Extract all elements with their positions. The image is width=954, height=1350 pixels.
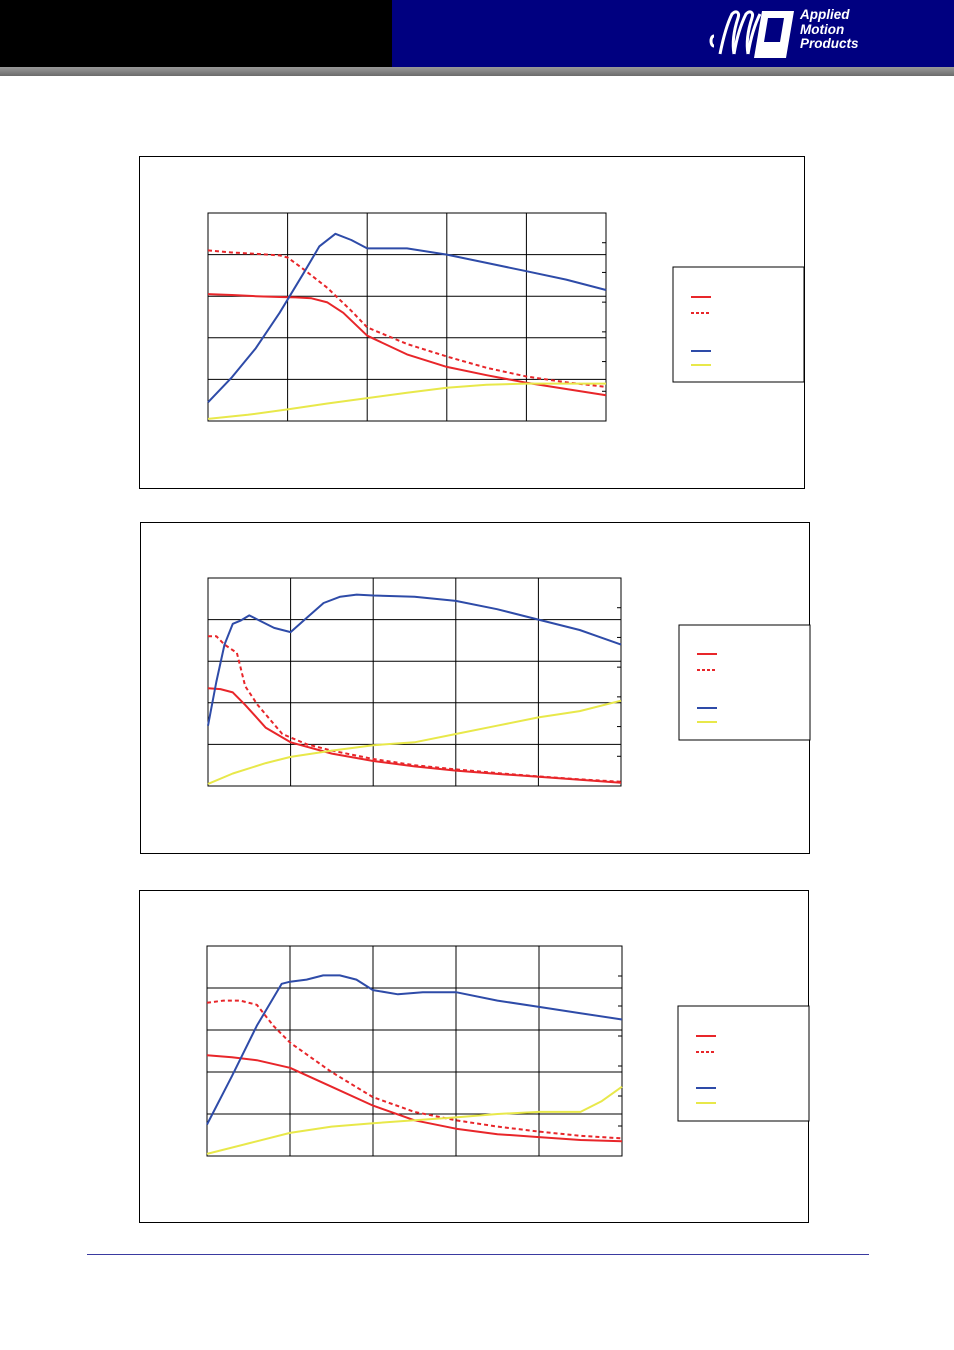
company-logo: Applied Motion Products — [706, 6, 876, 62]
legend-box — [678, 624, 811, 741]
series-line-4 — [207, 382, 606, 420]
plot-area — [207, 212, 607, 422]
series-line-3 — [207, 232, 607, 403]
torque-curve-chart-3 — [139, 890, 810, 1223]
chart-canvas — [207, 577, 811, 787]
series-line-3 — [207, 593, 622, 726]
series-line-2 — [207, 249, 607, 388]
plot-area — [206, 945, 623, 1157]
legend-box — [677, 1005, 810, 1122]
series-line-3 — [206, 974, 623, 1125]
logo-line-3: Products — [800, 36, 859, 51]
logo-line-2: Motion — [800, 21, 845, 37]
plot-area — [207, 577, 622, 787]
legend-box — [672, 266, 805, 383]
series-line-2 — [206, 999, 623, 1140]
chart-canvas — [206, 945, 810, 1157]
logo-mark-icon — [709, 10, 794, 58]
chart-canvas — [207, 212, 805, 422]
header-divider-bar — [0, 67, 954, 76]
logo-line-1: Applied — [800, 7, 850, 22]
series-line-4 — [206, 1085, 623, 1155]
series-line-1 — [207, 293, 607, 397]
series-line-1 — [207, 687, 622, 784]
series-line-1 — [206, 1054, 623, 1143]
logo-wordmark: Applied Motion Products — [800, 7, 859, 52]
header-left-band — [0, 0, 392, 67]
torque-curve-chart-1 — [139, 156, 805, 489]
header-right-band — [392, 0, 954, 67]
series-line-4 — [207, 699, 622, 785]
torque-curve-chart-2 — [140, 522, 811, 854]
series-line-2 — [208, 635, 622, 783]
footer-divider — [87, 1254, 869, 1255]
